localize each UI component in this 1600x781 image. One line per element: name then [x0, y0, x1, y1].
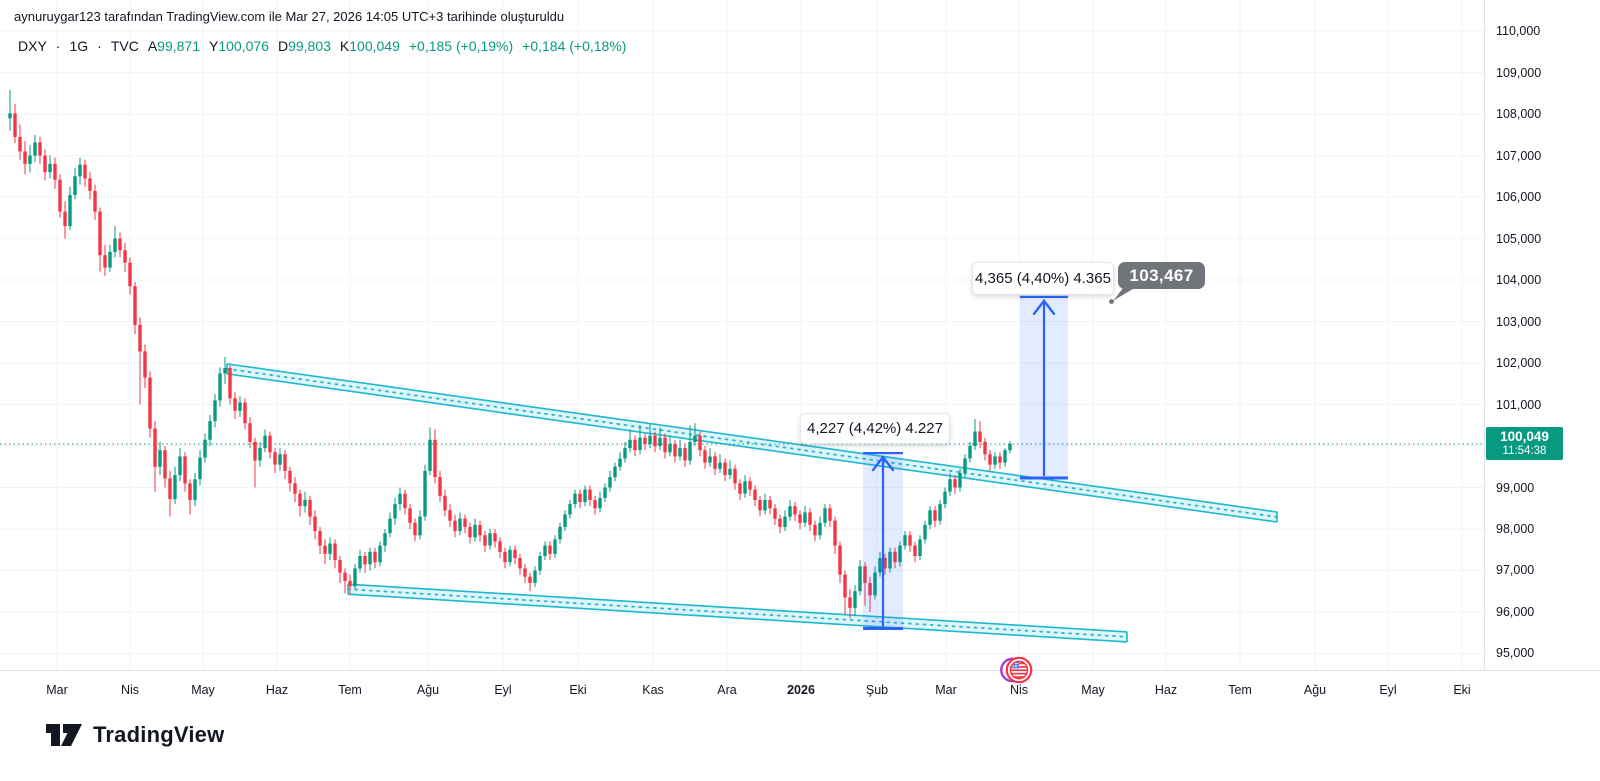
trend-channels[interactable] — [226, 363, 1278, 643]
time-tick: Tem — [1228, 683, 1252, 697]
time-tick: Mar — [935, 683, 957, 697]
price-tick: 106,000 — [1496, 190, 1542, 205]
time-tick: Haz — [265, 683, 289, 697]
symbol-legend[interactable]: DXY · 1G · TVC A99,871 Y100,076 D99,803 … — [18, 38, 626, 54]
price-tick: 98,000 — [1496, 522, 1535, 536]
price-tick: 102,000 — [1496, 356, 1542, 371]
price-tick: 95,000 — [1496, 646, 1535, 661]
measure-tools[interactable] — [863, 295, 1068, 630]
time-tick: Mar — [46, 683, 68, 697]
price-tick: 103,000 — [1496, 314, 1542, 329]
tradingview-logo-text: TradingView — [93, 722, 225, 747]
change-value: +0,185 (+0,19%) — [408, 38, 514, 54]
price-tick: 107,000 — [1496, 148, 1542, 163]
price-tick: 101,000 — [1496, 397, 1542, 412]
time-tick: Nis — [120, 683, 140, 697]
time-tick: Şub — [865, 683, 889, 697]
price-range-label-2[interactable]: 4,365 (4,40%) 4.365 — [972, 262, 1114, 295]
price-tag-tail — [1109, 286, 1138, 304]
legend-separator: · — [97, 38, 102, 54]
ohlc-open: A99,871 — [147, 38, 200, 54]
time-tick: Eyl — [494, 683, 512, 697]
time-tick: Tem — [338, 683, 362, 697]
symbol-exchange: TVC — [110, 38, 139, 54]
grid — [0, 0, 1484, 670]
last-price-time: 11:54:38 — [1502, 444, 1547, 457]
time-tick: Eyl — [1379, 683, 1397, 697]
price-tick: 108,000 — [1496, 107, 1542, 122]
price-tag-bubble[interactable]: 103,467 — [1118, 262, 1205, 289]
symbol-name: DXY — [18, 38, 47, 54]
price-tick: 97,000 — [1496, 563, 1535, 578]
time-axis[interactable]: Mar Nis May Haz Tem Ağu Eyl Eki Kas Ara 2026 Şub Mar… — [0, 671, 1484, 699]
tradingview-logo[interactable]: TradingView — [46, 722, 224, 748]
time-tick: May — [1081, 683, 1105, 697]
tradingview-logo-glyph — [46, 723, 82, 746]
time-tick: Eki — [1453, 683, 1471, 697]
time-tick: May — [191, 683, 215, 697]
price-tick: 105,000 — [1496, 231, 1542, 246]
change-percent: +0,184 (+0,18%) — [522, 38, 627, 54]
price-tick: 96,000 — [1496, 604, 1535, 619]
price-axis[interactable]: 110,000 109,000 108,000 107,000 106,000 105,0… — [1484, 0, 1600, 670]
attribution-text: aynuruygar123 tarafından TradingView.com… — [14, 9, 565, 24]
price-tick: 109,000 — [1496, 65, 1542, 80]
ohlc-high: Y100,076 — [209, 38, 269, 54]
time-tick: Ağu — [416, 683, 440, 697]
time-tick: Eki — [569, 683, 587, 697]
price-tick: 104,000 — [1496, 273, 1542, 288]
ohlc-close: K100,049 — [339, 38, 400, 54]
last-price-label: 100,049 11:54:38 — [1486, 427, 1563, 460]
time-tick: Nis — [1009, 683, 1029, 697]
time-tick: Haz — [1154, 683, 1178, 697]
time-tick: Ağu — [1303, 683, 1327, 697]
legend-separator: · — [55, 38, 61, 54]
price-tick: 99,000 — [1496, 480, 1535, 495]
time-tick: 2026 — [787, 683, 815, 697]
time-tick: Ara — [717, 683, 737, 697]
price-tick: 110,000 — [1496, 24, 1541, 39]
us-flag-event-icon[interactable] — [999, 652, 1035, 688]
ohlc-low: D99,803 — [277, 38, 331, 54]
candles — [8, 90, 1012, 619]
price-range-label-1[interactable]: 4,227 (4,42%) 4.227 — [800, 413, 950, 444]
last-price-value: 100,049 — [1500, 429, 1549, 444]
axis-borders — [0, 0, 1600, 671]
time-tick: Kas — [642, 683, 664, 697]
symbol-interval: 1G — [69, 38, 89, 54]
